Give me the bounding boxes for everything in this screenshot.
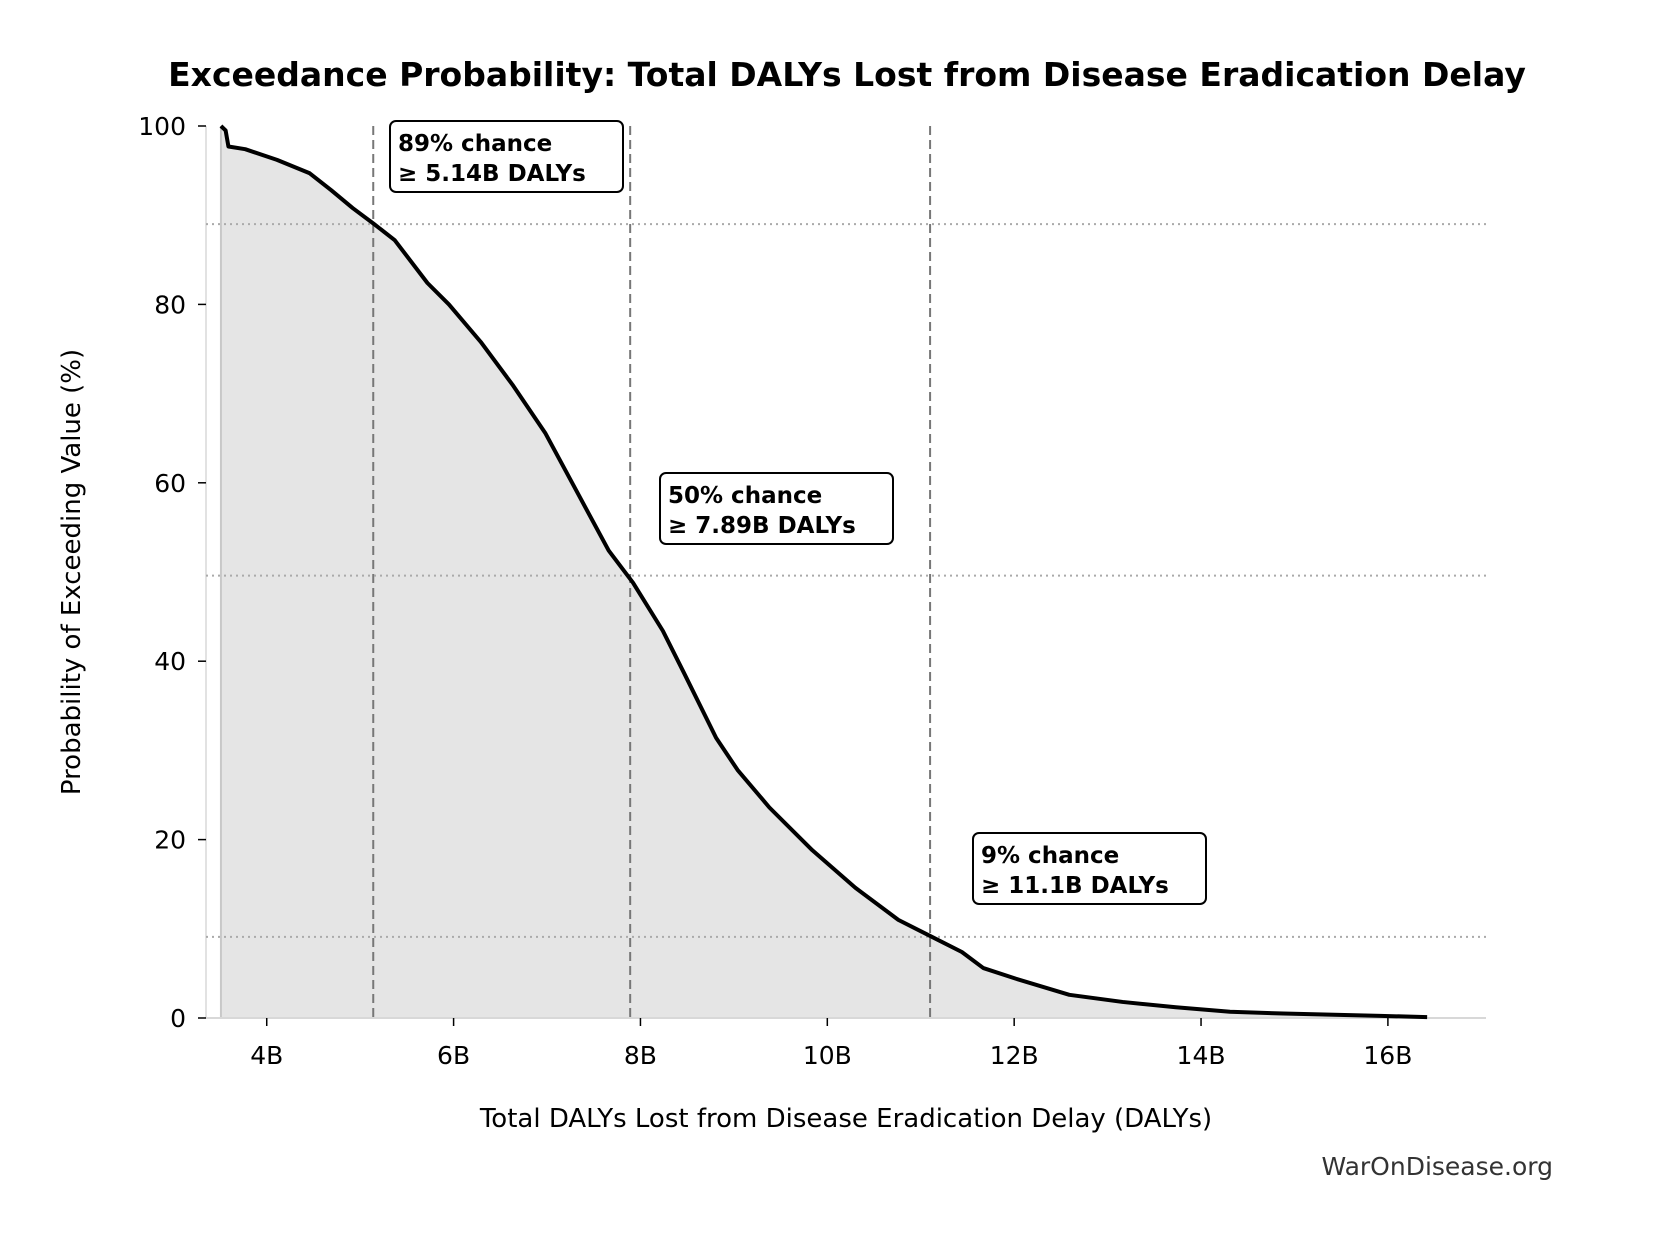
y-tick-label: 40 bbox=[154, 647, 186, 676]
chart-title: Exceedance Probability: Total DALYs Lost… bbox=[168, 55, 1526, 94]
annotation-line1: 9% chance bbox=[981, 843, 1119, 869]
annotation-box bbox=[972, 832, 1207, 905]
x-tick-label: 12B bbox=[990, 1041, 1039, 1070]
x-tick-label: 8B bbox=[624, 1041, 657, 1070]
y-tick-label: 80 bbox=[154, 290, 186, 319]
exceedance-curve bbox=[219, 124, 1428, 1020]
y-tick-label: 60 bbox=[154, 469, 186, 498]
y-tick-label: 100 bbox=[138, 112, 186, 141]
y-tick-label: 20 bbox=[154, 826, 186, 855]
annotation-box bbox=[659, 472, 894, 545]
x-axis-label: Total DALYs Lost from Disease Eradicatio… bbox=[479, 1104, 1212, 1134]
annotation-line2: ≥ 7.89B DALYs bbox=[668, 513, 856, 539]
y-tick-label: 0 bbox=[170, 1004, 186, 1033]
annotation-box bbox=[389, 120, 624, 193]
y-axis-label: Probability of Exceeding Value (%) bbox=[57, 349, 87, 795]
x-tick-label: 14B bbox=[1177, 1041, 1226, 1070]
x-tick-label: 10B bbox=[803, 1041, 852, 1070]
annotation-line2: ≥ 5.14B DALYs bbox=[398, 161, 586, 187]
x-tick-label: 6B bbox=[437, 1041, 470, 1070]
watermark: WarOnDisease.org bbox=[1321, 1152, 1553, 1181]
exceedance-fill bbox=[220, 126, 1428, 1018]
annotation-line2: ≥ 11.1B DALYs bbox=[981, 873, 1169, 899]
plot-area: 89% chance ≥ 5.14B DALYs 50% chance ≥ 7.89B… bbox=[138, 112, 1486, 1070]
x-tick-label: 4B bbox=[250, 1041, 283, 1070]
annotation-line1: 89% chance bbox=[398, 131, 552, 157]
x-tick-label: 16B bbox=[1363, 1041, 1412, 1070]
annotation-line1: 50% chance bbox=[668, 483, 822, 509]
